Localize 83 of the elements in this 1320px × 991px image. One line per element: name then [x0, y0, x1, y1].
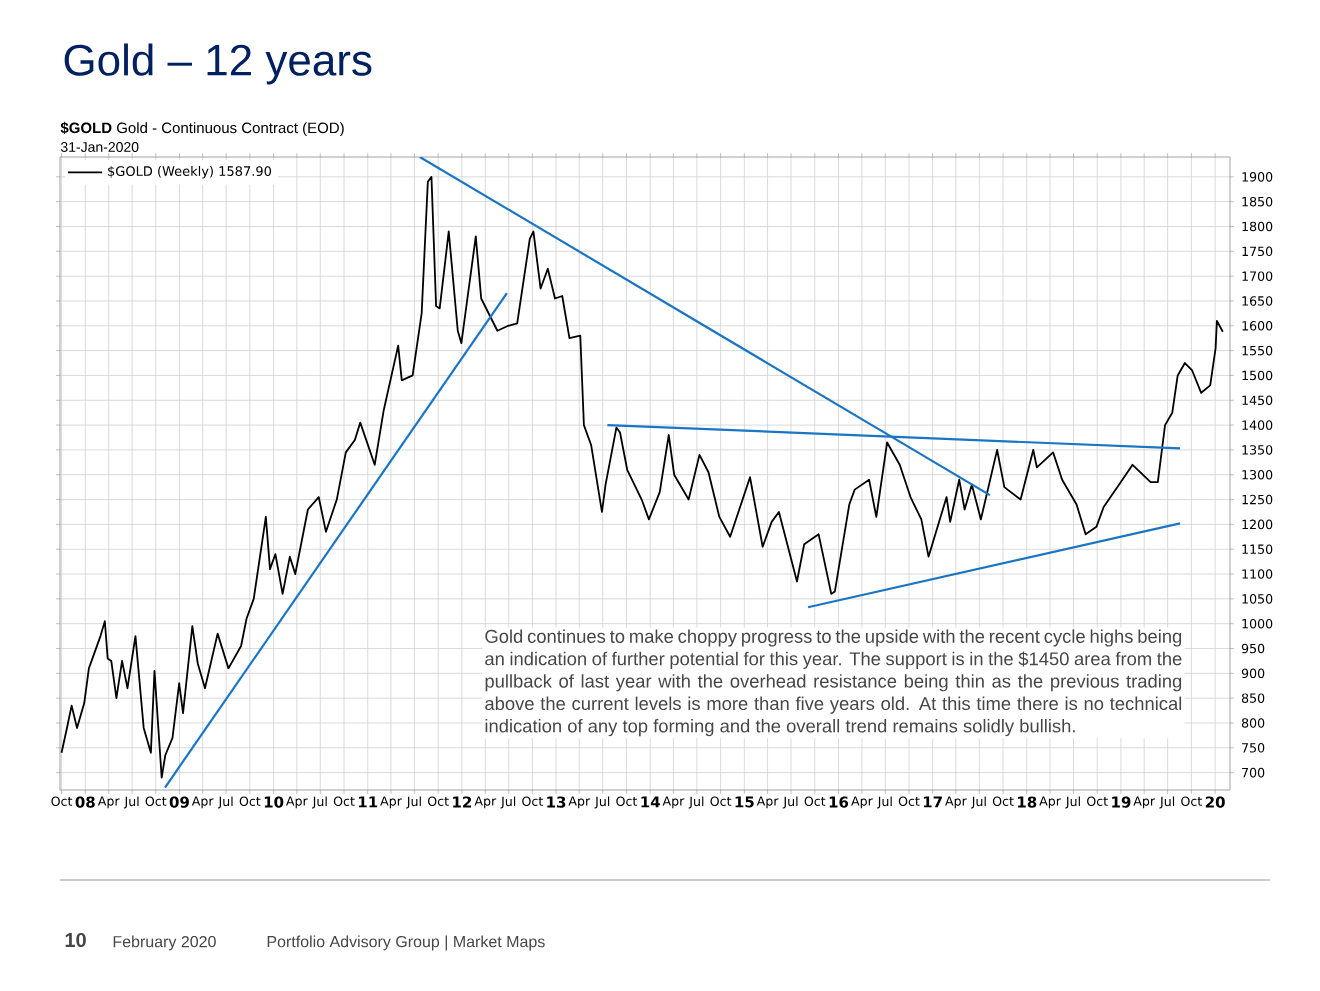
x-tick-label: 15	[735, 796, 754, 808]
y-tick-label: 1750	[1242, 246, 1273, 257]
chart-title: Gold – 12 years	[64, 43, 372, 85]
y-tick-label: 1800	[1242, 221, 1273, 232]
x-tick-label: Jul	[688, 796, 704, 809]
x-tick-label: Jul	[782, 796, 798, 809]
x-tick-label: Oct	[239, 796, 261, 806]
y-tick-label: 850	[1241, 693, 1265, 703]
x-tick-label: Jul	[500, 796, 516, 809]
x-tick-label: Apr	[945, 796, 967, 809]
legend-label: $GOLD (Weekly) 1587.90	[108, 165, 272, 179]
x-tick-label: Jul	[1065, 796, 1080, 809]
annotation: Gold continues to make choppy progress to the upside with the recent cycle highs being an indication of further potential for this year. The support is in the $1450 area from the pullback of last year with the overhead resistance being thin as the previous trading above the current levels is more than five years old. At this time there is no technical indication of any top forming and the overall trend remains solidly bullish.	[485, 629, 1182, 737]
x-tick-label: 12	[453, 796, 472, 808]
x-tick-label: Apr	[662, 796, 685, 809]
y-tick-label: 950	[1241, 643, 1265, 654]
y-tick-label: 1300	[1242, 469, 1273, 480]
x-tick-label: Jul	[312, 796, 327, 809]
x-tick-label: 16	[829, 796, 849, 808]
x-tick-label: Apr	[380, 796, 402, 809]
y-tick-label: 1200	[1242, 519, 1273, 530]
x-tick-label: Apr	[474, 796, 497, 809]
x-tick-label: Oct	[710, 796, 732, 806]
text: 31-Jan-2020	[60, 142, 139, 152]
x-tick-label: Oct	[427, 796, 449, 806]
x-tick-label: Apr	[97, 796, 120, 809]
y-tick-label: 1850	[1242, 196, 1273, 207]
chart-subtitle: $GOLD Gold - Continuous Contract (EOD)	[60, 121, 344, 137]
x-tick-label: Oct	[1181, 796, 1202, 806]
y-tick-label: 900	[1241, 668, 1265, 679]
y-tick-label: 750	[1242, 743, 1265, 753]
y-tick-label: 1600	[1242, 321, 1273, 331]
x-tick-label: Jul	[406, 796, 421, 809]
x-tick-label: Jul	[217, 796, 233, 809]
y-tick-label: 1900	[1242, 172, 1273, 182]
x-tick-label: Jul	[877, 796, 892, 809]
x-tick-label: 08	[75, 796, 95, 808]
x-tick-label: 17	[923, 796, 942, 808]
x-tick-label: Oct	[145, 796, 167, 806]
x-tick-label: 14	[641, 796, 660, 808]
y-tick-label: 700	[1242, 767, 1265, 778]
y-tick-label: 1550	[1242, 345, 1273, 356]
text: 10	[65, 932, 86, 948]
x-tick-label: 19	[1112, 796, 1131, 808]
x-tick-label: Jul	[594, 796, 610, 809]
x-tick-label: Apr	[851, 796, 873, 809]
x-tick-label: Apr	[1039, 796, 1061, 809]
x-tick-label: Jul	[971, 796, 986, 809]
x-tick-label: Oct	[616, 796, 638, 806]
y-tick-label: 1050	[1242, 594, 1273, 604]
x-tick-label: 18	[1018, 796, 1037, 808]
x-tick-label: Oct	[522, 796, 543, 806]
x-tick-label: 13	[547, 796, 566, 808]
x-tick-label: Oct	[1087, 796, 1108, 806]
y-tick-label: 1450	[1242, 395, 1273, 406]
y-tick-label: 1650	[1242, 296, 1273, 306]
x-tick-label: Apr	[286, 796, 308, 809]
y-tick-label: 1150	[1242, 544, 1273, 554]
x-tick-label: Jul	[123, 796, 139, 809]
x-tick-label: 09	[169, 796, 189, 808]
y-tick-label: 1700	[1242, 271, 1273, 281]
x-tick-label: 20	[1205, 796, 1225, 808]
text: February 2020	[113, 935, 216, 951]
y-tick-label: 800	[1241, 718, 1265, 728]
x-tick-label: Oct	[992, 796, 1014, 806]
x-tick-label: 10	[264, 796, 284, 808]
y-tick-label: 1350	[1242, 445, 1273, 455]
y-tick-label: 1000	[1242, 618, 1273, 629]
y-tick-label: 1250	[1242, 494, 1273, 505]
x-tick-label: Oct	[333, 796, 355, 806]
x-tick-label: Apr	[1133, 796, 1156, 809]
y-tick-label: 1500	[1242, 370, 1273, 381]
text: Portfolio Advisory Group | Market Maps	[267, 935, 545, 951]
y-tick-label: 1400	[1242, 420, 1273, 430]
x-tick-label: Oct	[898, 796, 920, 806]
y-tick-label: 1100	[1242, 569, 1273, 579]
x-tick-label: Oct	[51, 796, 73, 806]
x-tick-label: Apr	[191, 796, 214, 809]
x-tick-label: Jul	[1159, 796, 1175, 809]
x-tick-label: Apr	[568, 796, 591, 809]
x-tick-label: 11	[358, 796, 378, 808]
x-tick-label: Oct	[804, 796, 826, 806]
x-tick-label: Apr	[756, 796, 779, 809]
